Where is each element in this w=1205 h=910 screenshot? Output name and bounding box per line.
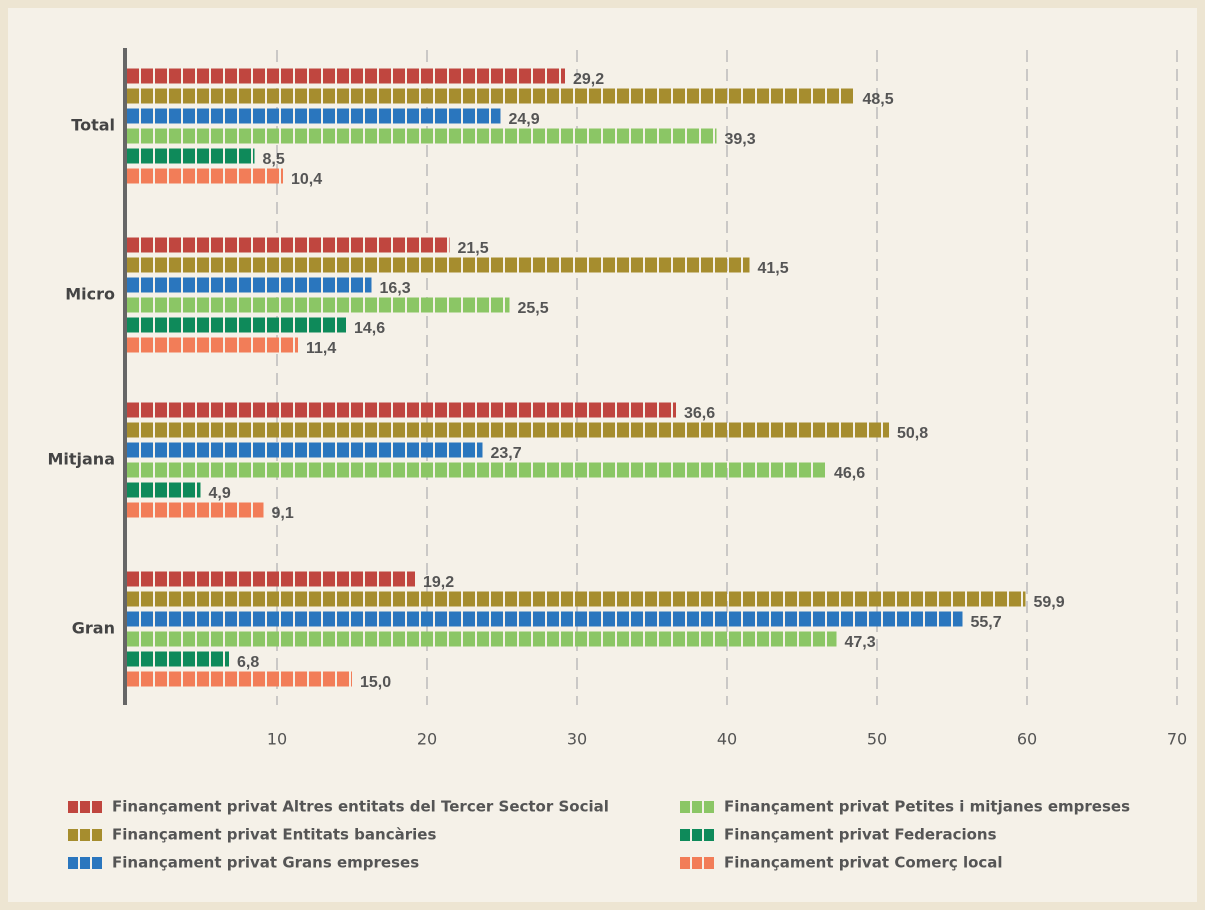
legend-swatch: [680, 857, 690, 869]
legend-swatch: [80, 857, 90, 869]
bar: [127, 88, 855, 104]
legend-swatch: [692, 829, 702, 841]
value-label: 19,2: [423, 574, 454, 591]
bar: [127, 237, 450, 253]
legend-swatch: [92, 829, 102, 841]
bar: [127, 462, 826, 478]
legend-swatch: [80, 829, 90, 841]
value-label: 8,5: [263, 151, 285, 168]
value-label: 14,6: [354, 320, 385, 337]
value-label: 25,5: [518, 300, 549, 317]
bar: [127, 591, 1026, 607]
value-label: 10,4: [291, 171, 322, 188]
bar: [127, 422, 889, 438]
bar: [127, 68, 565, 84]
bar: [127, 168, 283, 184]
category-label: Micro: [65, 285, 115, 304]
value-label: 15,0: [360, 674, 391, 691]
legend-swatch: [68, 857, 78, 869]
legend-swatch: [704, 857, 714, 869]
legend-label: Finançament privat Comerç local: [724, 854, 1003, 872]
value-label: 41,5: [758, 260, 789, 277]
value-label: 11,4: [306, 340, 336, 357]
value-label: 39,3: [725, 131, 756, 148]
value-label: 48,5: [863, 91, 894, 108]
bar: [127, 297, 510, 313]
legend-swatch: [680, 801, 690, 813]
category-label: Gran: [72, 619, 115, 638]
value-label: 21,5: [458, 240, 489, 257]
legend-label: Finançament privat Federacions: [724, 826, 997, 844]
x-tick-label: 40: [717, 730, 737, 749]
bar: [127, 671, 352, 687]
value-label: 6,8: [237, 654, 259, 671]
bar: [127, 277, 372, 293]
bar: [127, 402, 676, 418]
legend-label: Finançament privat Grans empreses: [112, 854, 419, 872]
value-label: 36,6: [684, 405, 715, 422]
value-label: 4,9: [209, 485, 231, 502]
legend-swatch: [692, 801, 702, 813]
value-label: 46,6: [834, 465, 865, 482]
value-label: 16,3: [380, 280, 411, 297]
legend-label: Finançament privat Altres entitats del T…: [112, 798, 609, 816]
bar: [127, 128, 717, 144]
bar: [127, 502, 264, 518]
legend-label: Finançament privat Petites i mitjanes em…: [724, 798, 1130, 816]
bar: [127, 317, 346, 333]
bar: [127, 571, 415, 587]
category-label: Total: [71, 116, 115, 135]
bar: [127, 108, 501, 124]
value-label: 29,2: [573, 71, 604, 88]
legend-swatch: [692, 857, 702, 869]
x-tick-label: 20: [417, 730, 437, 749]
x-tick-label: 60: [1017, 730, 1037, 749]
x-tick-label: 70: [1167, 730, 1187, 749]
bar: [127, 257, 750, 273]
category-label: Mitjana: [47, 450, 115, 469]
bar: [127, 631, 837, 647]
value-label: 47,3: [845, 634, 876, 651]
legend-swatch: [80, 801, 90, 813]
bar: [127, 482, 201, 498]
bar: [127, 611, 963, 627]
legend-swatch: [704, 801, 714, 813]
value-label: 50,8: [897, 425, 928, 442]
x-tick-label: 30: [567, 730, 587, 749]
bar: [127, 442, 483, 458]
value-label: 59,9: [1034, 594, 1065, 611]
bar: [127, 337, 298, 353]
x-tick-label: 10: [267, 730, 287, 749]
x-tick-label: 50: [867, 730, 887, 749]
legend-swatch: [92, 801, 102, 813]
legend-swatch: [680, 829, 690, 841]
legend-swatch: [92, 857, 102, 869]
value-label: 9,1: [272, 505, 294, 522]
value-label: 23,7: [491, 445, 522, 462]
legend-label: Finançament privat Entitats bancàries: [112, 826, 436, 844]
value-label: 55,7: [971, 614, 1002, 631]
bar: [127, 148, 255, 164]
legend-swatch: [704, 829, 714, 841]
value-label: 24,9: [509, 111, 540, 128]
legend-swatch: [68, 829, 78, 841]
bar: [127, 651, 229, 667]
legend-swatch: [68, 801, 78, 813]
